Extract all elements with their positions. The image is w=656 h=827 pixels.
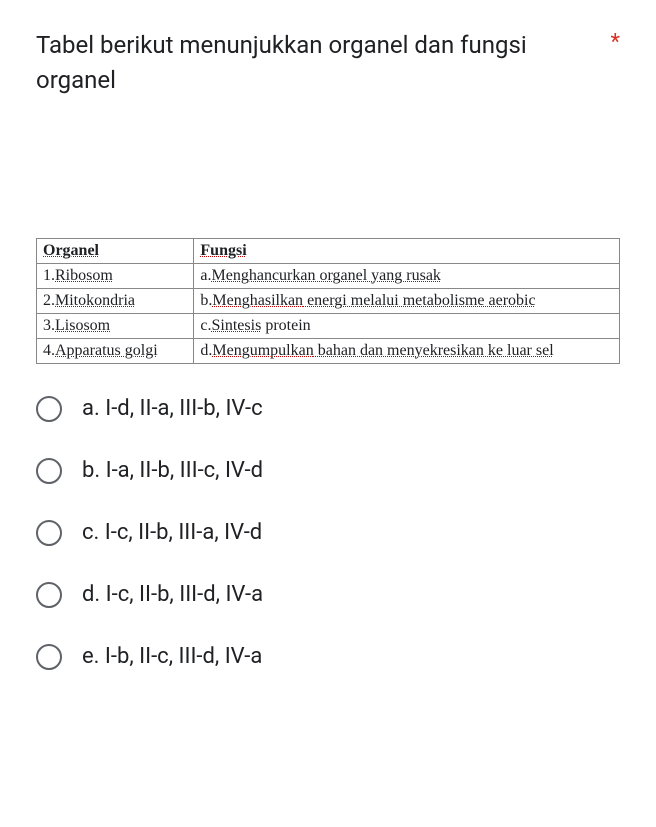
radio-icon: [36, 396, 62, 422]
question-title: Tabel berikut menunjukkan organel dan fu…: [36, 28, 601, 98]
radio-icon: [36, 582, 62, 608]
cell-organel: 4.Apparatus golgi: [37, 338, 194, 363]
radio-icon: [36, 458, 62, 484]
option-label: e. I-b, II-c, III-d, IV-a: [82, 644, 262, 669]
cell-fungsi: a.Menghancurkan organel yang rusak: [194, 263, 620, 288]
option-b[interactable]: b. I-a, II-b, III-c, IV-d: [36, 458, 620, 484]
table-row: 1.Ribosom a.Menghancurkan organel yang r…: [37, 263, 620, 288]
cell-fungsi: c.Sintesis protein: [194, 313, 620, 338]
radio-icon: [36, 644, 62, 670]
option-label: a. I-d, II-a, III-b, IV-c: [82, 396, 263, 421]
radio-icon: [36, 520, 62, 546]
option-label: d. I-c, II-b, III-d, IV-a: [82, 582, 263, 607]
table-row: 3.Lisosom c.Sintesis protein: [37, 313, 620, 338]
option-label: b. I-a, II-b, III-c, IV-d: [82, 458, 263, 483]
option-a[interactable]: a. I-d, II-a, III-b, IV-c: [36, 396, 620, 422]
option-e[interactable]: e. I-b, II-c, III-d, IV-a: [36, 644, 620, 670]
header-organel: Organel: [37, 238, 194, 263]
options-group: a. I-d, II-a, III-b, IV-c b. I-a, II-b, …: [36, 396, 620, 670]
cell-organel: 2.Mitokondria: [37, 288, 194, 313]
table-row: 2.Mitokondria b.Menghasilkan energi mela…: [37, 288, 620, 313]
option-c[interactable]: c. I-c, II-b, III-a, IV-d: [36, 520, 620, 546]
question-header: Tabel berikut menunjukkan organel dan fu…: [36, 28, 620, 98]
cell-fungsi: d.Mengumpulkan bahan dan menyekresikan k…: [194, 338, 620, 363]
cell-organel: 1.Ribosom: [37, 263, 194, 288]
cell-organel: 3.Lisosom: [37, 313, 194, 338]
option-label: c. I-c, II-b, III-a, IV-d: [82, 520, 262, 545]
option-d[interactable]: d. I-c, II-b, III-d, IV-a: [36, 582, 620, 608]
required-indicator: *: [611, 28, 620, 59]
table-row: 4.Apparatus golgi d.Mengumpulkan bahan d…: [37, 338, 620, 363]
organel-table: Organel Fungsi 1.Ribosom a.Menghancurkan…: [36, 238, 620, 364]
table-header-row: Organel Fungsi: [37, 238, 620, 263]
header-fungsi: Fungsi: [194, 238, 620, 263]
cell-fungsi: b.Menghasilkan energi melalui metabolism…: [194, 288, 620, 313]
